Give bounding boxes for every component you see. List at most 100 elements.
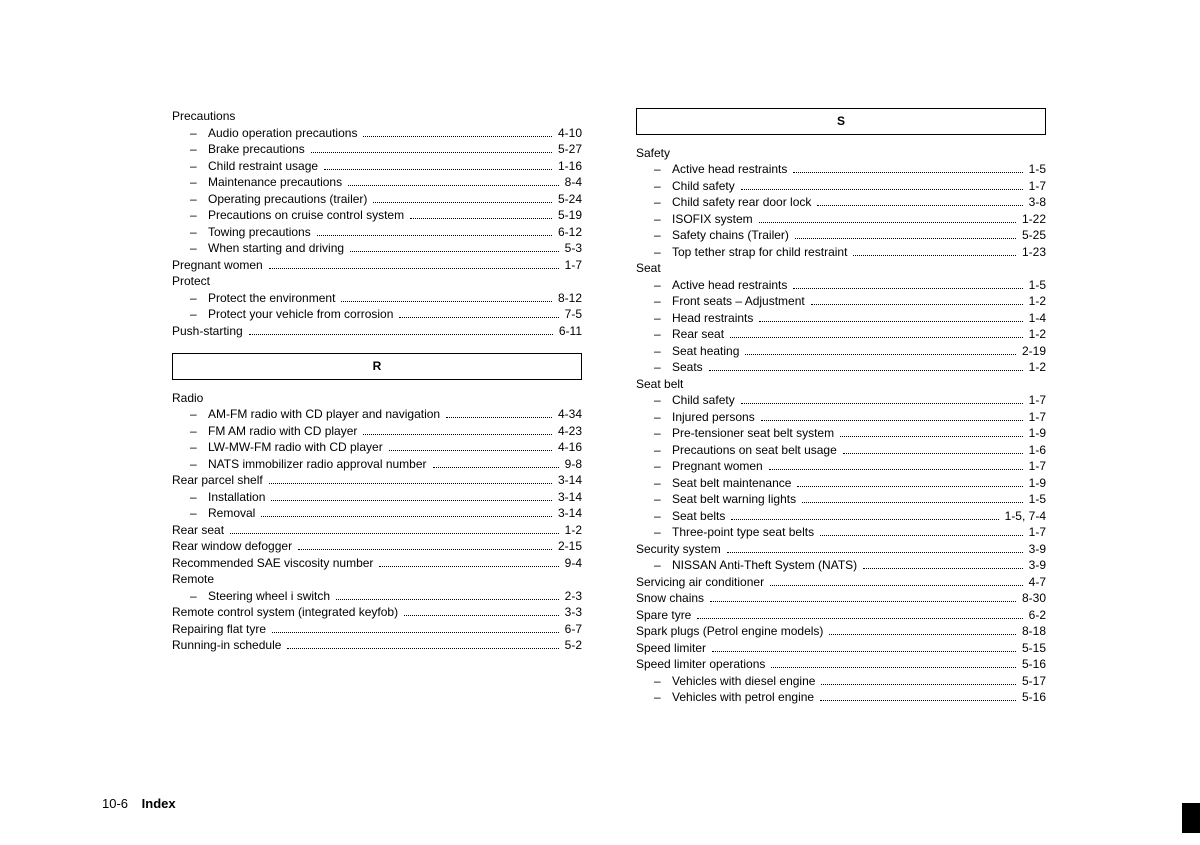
dot-leader	[759, 222, 1016, 223]
dash-icon: –	[654, 524, 672, 541]
index-entry: –Protect your vehicle from corrosion7-5	[172, 306, 582, 323]
dot-leader	[761, 420, 1023, 421]
entry-page: 1-7	[1027, 409, 1046, 426]
right-column: SSafety–Active head restraints1-5–Child …	[636, 108, 1046, 706]
dot-leader	[741, 403, 1023, 404]
dot-leader	[389, 450, 552, 451]
entry-page: 1-5	[1027, 277, 1046, 294]
index-entry: Repairing flat tyre6-7	[172, 621, 582, 638]
dot-leader	[821, 684, 1016, 685]
entry-label: Seat belt warning lights	[672, 491, 796, 508]
dash-icon: –	[190, 240, 208, 257]
entry-page: 1-5	[1027, 491, 1046, 508]
index-entry: Push-starting6-11	[172, 323, 582, 340]
index-entry: –Injured persons1-7	[636, 409, 1046, 426]
dot-leader	[287, 648, 558, 649]
index-entry: –Precautions on seat belt usage1-6	[636, 442, 1046, 459]
entry-label: NISSAN Anti-Theft System (NATS)	[672, 557, 857, 574]
entry-page: 8-30	[1020, 590, 1046, 607]
dash-icon: –	[654, 277, 672, 294]
entry-page: 1-22	[1020, 211, 1046, 228]
index-entry: –Protect the environment8-12	[172, 290, 582, 307]
entry-label: Safety chains (Trailer)	[672, 227, 789, 244]
entry-page: 8-4	[563, 174, 582, 191]
entry-label: Snow chains	[636, 590, 704, 607]
index-entry: –Seat belt warning lights1-5	[636, 491, 1046, 508]
index-entry: –Rear seat1-2	[636, 326, 1046, 343]
index-entry: –Seats1-2	[636, 359, 1046, 376]
dot-leader	[271, 500, 552, 501]
entry-label: Rear seat	[172, 522, 224, 539]
dot-leader	[741, 189, 1023, 190]
index-entry: –NISSAN Anti-Theft System (NATS)3-9	[636, 557, 1046, 574]
dot-leader	[771, 667, 1016, 668]
dash-icon: –	[654, 392, 672, 409]
entry-page: 5-27	[556, 141, 582, 158]
entry-page: 3-14	[556, 489, 582, 506]
entry-label: Spare tyre	[636, 607, 691, 624]
entry-page: 4-10	[556, 125, 582, 142]
dash-icon: –	[654, 442, 672, 459]
dash-icon: –	[190, 158, 208, 175]
index-page: Precautions–Audio operation precautions4…	[0, 0, 1200, 706]
index-entry: –Safety chains (Trailer)5-25	[636, 227, 1046, 244]
index-entry: Speed limiter operations5-16	[636, 656, 1046, 673]
entry-label: Rear seat	[672, 326, 724, 343]
index-entry: Protect	[172, 273, 582, 290]
entry-label: Active head restraints	[672, 277, 787, 294]
entry-label: Vehicles with petrol engine	[672, 689, 814, 706]
index-entry: Rear seat1-2	[172, 522, 582, 539]
entry-label: Radio	[172, 390, 203, 407]
dash-icon: –	[654, 689, 672, 706]
dot-leader	[863, 568, 1023, 569]
entry-label: Removal	[208, 505, 255, 522]
dot-leader	[802, 502, 1023, 503]
entry-page: 5-16	[1020, 689, 1046, 706]
dot-leader	[759, 321, 1022, 322]
entry-label: Protect	[172, 273, 210, 290]
entry-label: Seat belt maintenance	[672, 475, 791, 492]
entry-page: 1-9	[1027, 425, 1046, 442]
index-entry: Seat	[636, 260, 1046, 277]
entry-label: Speed limiter	[636, 640, 706, 657]
dash-icon: –	[654, 458, 672, 475]
dot-leader	[795, 238, 1016, 239]
dash-icon: –	[190, 191, 208, 208]
entry-page: 9-8	[563, 456, 582, 473]
dash-icon: –	[190, 224, 208, 241]
entry-page: 3-9	[1027, 557, 1046, 574]
dot-leader	[853, 255, 1016, 256]
entry-label: Recommended SAE viscosity number	[172, 555, 373, 572]
dash-icon: –	[654, 475, 672, 492]
entry-page: 1-5, 7-4	[1003, 508, 1046, 525]
entry-page: 8-12	[556, 290, 582, 307]
entry-label: Front seats – Adjustment	[672, 293, 805, 310]
index-entry: –Child safety rear door lock3-8	[636, 194, 1046, 211]
entry-label: AM-FM radio with CD player and navigatio…	[208, 406, 440, 423]
entry-label: Child restraint usage	[208, 158, 318, 175]
entry-page: 3-3	[563, 604, 582, 621]
entry-page: 4-7	[1027, 574, 1046, 591]
entry-page: 5-25	[1020, 227, 1046, 244]
entry-label: Servicing air conditioner	[636, 574, 764, 591]
entry-label: Pre-tensioner seat belt system	[672, 425, 834, 442]
dash-icon: –	[654, 194, 672, 211]
entry-label: Pregnant women	[172, 257, 263, 274]
dot-leader	[269, 483, 552, 484]
page-footer: 10-6 Index	[102, 796, 176, 811]
index-entry: –Removal3-14	[172, 505, 582, 522]
dot-leader	[341, 301, 552, 302]
index-entry: –AM-FM radio with CD player and navigati…	[172, 406, 582, 423]
entry-label: Seat belts	[672, 508, 725, 525]
entry-page: 2-19	[1020, 343, 1046, 360]
thumb-tab	[1182, 803, 1200, 833]
index-entry: –Maintenance precautions8-4	[172, 174, 582, 191]
dot-leader	[261, 516, 552, 517]
entry-label: Remote control system (integrated keyfob…	[172, 604, 398, 621]
index-entry: –ISOFIX system1-22	[636, 211, 1046, 228]
index-entry: –Seat belts1-5, 7-4	[636, 508, 1046, 525]
entry-page: 4-23	[556, 423, 582, 440]
dash-icon: –	[654, 161, 672, 178]
dash-icon: –	[190, 423, 208, 440]
index-entry: Seat belt	[636, 376, 1046, 393]
